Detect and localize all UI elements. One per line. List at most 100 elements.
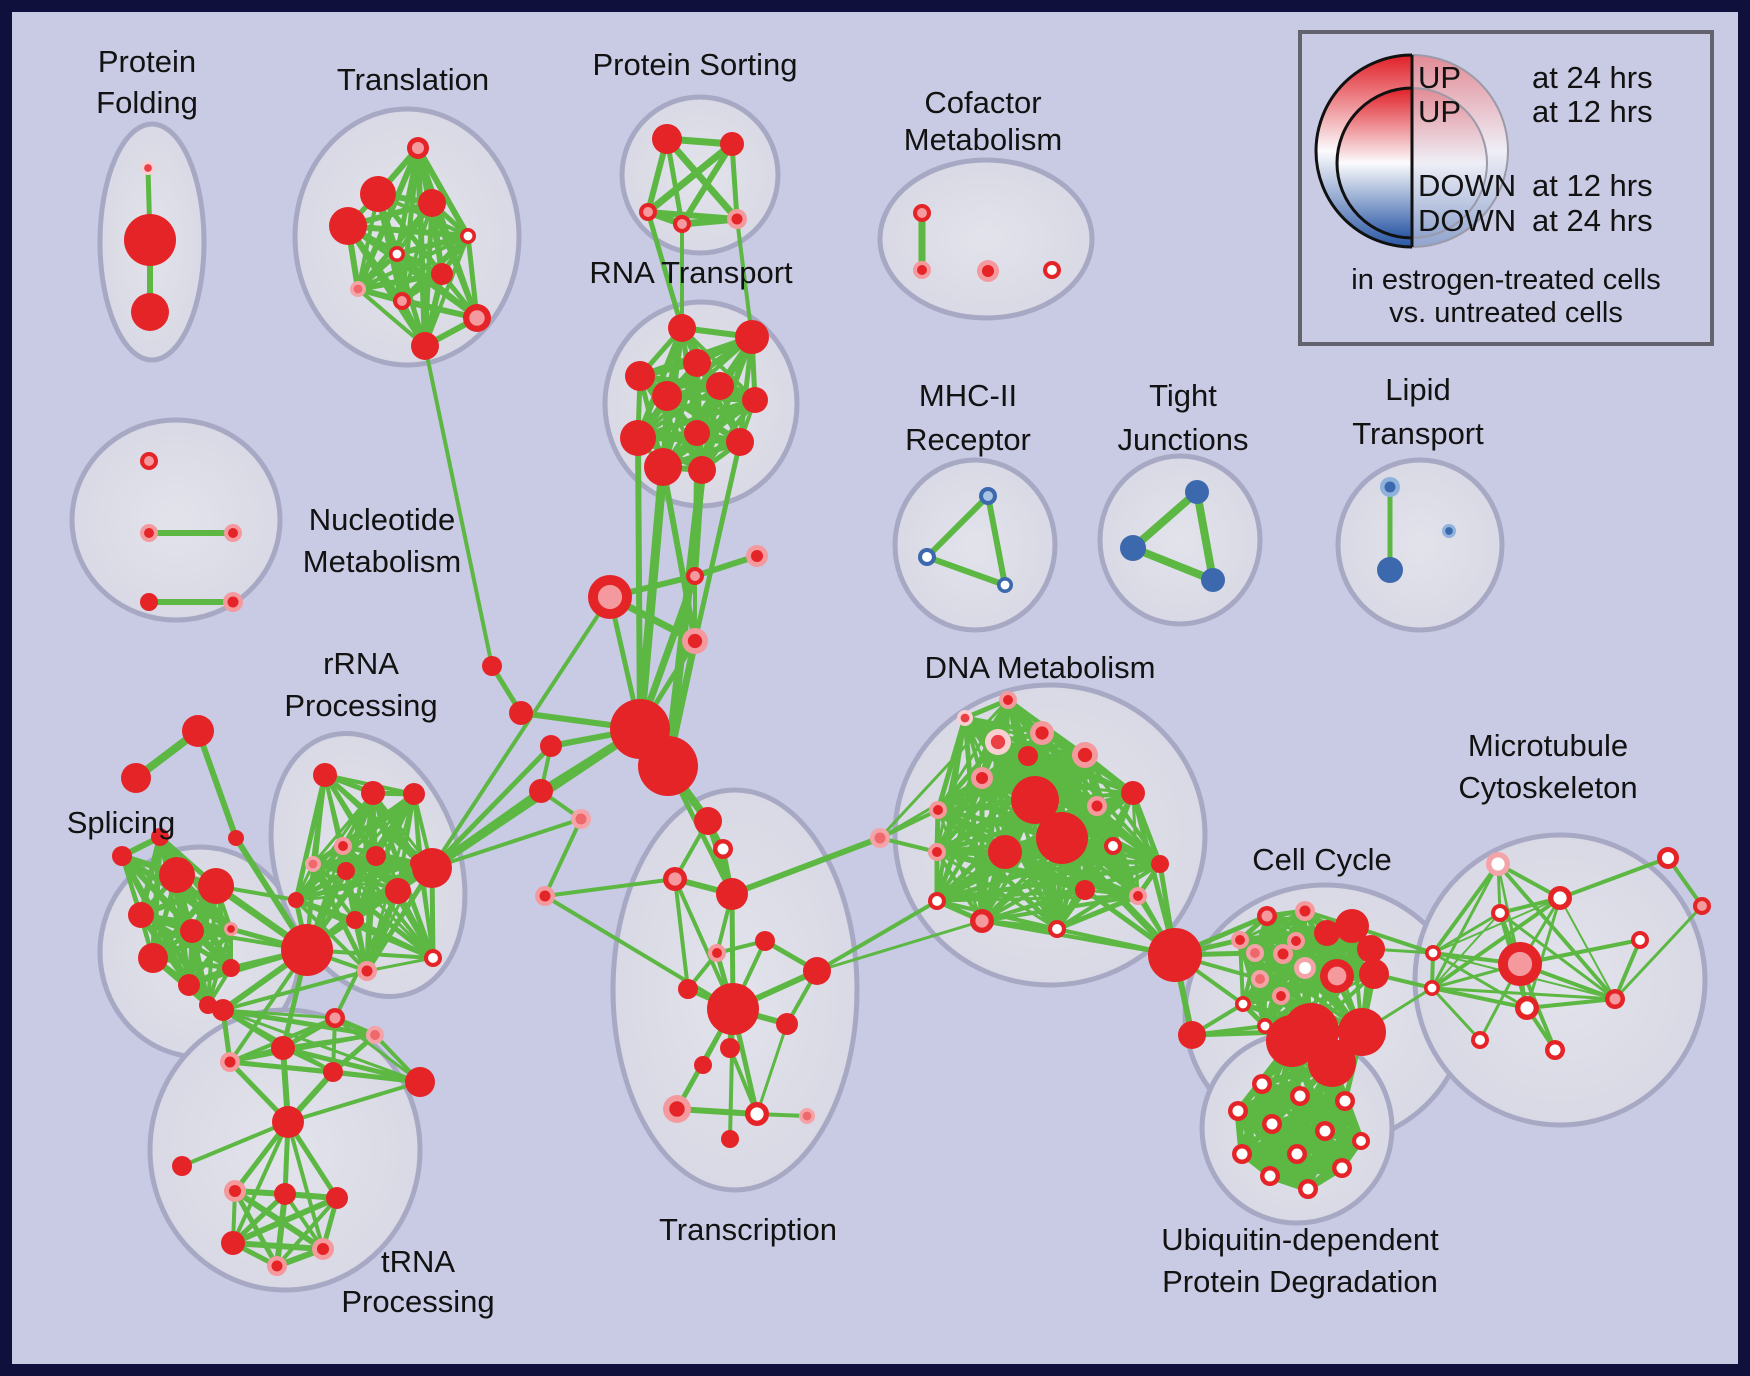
network-node-ps-0-outer: [652, 124, 682, 154]
network-node-mc-1-inner: [1553, 891, 1567, 905]
network-node-ub-0-outer: [1266, 1015, 1318, 1067]
network-node-rt-8-outer: [684, 420, 710, 446]
network-node-hb-4-inner: [750, 549, 764, 563]
legend-row-time-1: at 12 hrs: [1532, 94, 1653, 129]
network-node-hb-11-inner: [539, 890, 551, 902]
network-node-mc-0-inner: [1491, 857, 1505, 871]
network-node-pf-0-inner: [144, 164, 152, 172]
network-node-ub-8-inner: [1356, 1136, 1366, 1146]
network-node-cf-3-inner: [1047, 265, 1057, 275]
legend-box: [1298, 30, 1714, 346]
cluster-label-tj: Tight: [1149, 378, 1217, 413]
network-edge-dm: [935, 754, 1030, 903]
network-edge-tn: [274, 1191, 288, 1269]
network-node-tj-1-outer: [1120, 535, 1146, 561]
network-node-cc-9-inner: [1298, 961, 1312, 975]
network-node-nu-2-inner: [228, 528, 238, 538]
network-edge: [286, 1080, 422, 1124]
cluster-label-mc: Cytoskeleton: [1458, 770, 1637, 805]
network-edge: [985, 493, 1008, 588]
network-edge: [429, 743, 554, 871]
network-edge-rl: [280, 1045, 423, 1085]
network-node-ub-12-inner: [1264, 1170, 1276, 1182]
network-edge-dm: [1055, 862, 1162, 931]
network-node-sp-8-outer: [112, 846, 132, 866]
network-edge-ub: [1234, 1097, 1349, 1115]
network-edge-cc: [1238, 909, 1307, 942]
network-node-hb-14-outer: [228, 830, 244, 846]
network-node-cc-11-inner: [1255, 974, 1265, 984]
network-edge-ps: [679, 141, 735, 227]
network-edge-dm: [1083, 862, 1162, 892]
network-node-cf-2-inner: [981, 264, 995, 278]
network-node-dm-4-inner: [933, 805, 943, 815]
network-node-ts-16-inner: [874, 832, 886, 844]
network-edge-mc: [1430, 896, 1562, 990]
network-edge-tr: [345, 223, 471, 239]
legend-row-label-3: DOWN: [1418, 203, 1516, 238]
network-edge-rr: [364, 865, 435, 974]
network-node-nu-3-outer: [140, 593, 158, 611]
cluster-label-rr: Processing: [284, 688, 437, 723]
network-node-cc-17-outer: [1359, 959, 1389, 989]
network-node-cc-0-outer: [1148, 928, 1202, 982]
network-edge-sp: [157, 834, 234, 932]
network-node-ts-10-outer: [720, 1038, 740, 1058]
network-edge-dm: [935, 716, 967, 903]
network-edge: [1129, 544, 1217, 584]
network-edge-tr: [394, 233, 471, 257]
network-edge-ps: [663, 135, 741, 223]
network-node-dm-15-inner: [1133, 891, 1143, 901]
network-node-mc-6-inner: [1520, 1001, 1534, 1015]
cluster-label-tn: tRNA: [381, 1244, 455, 1279]
cluster-label-ps: Protein Sorting: [592, 47, 797, 82]
network-edge-ub: [1266, 1164, 1346, 1180]
network-node-rr-5-outer: [337, 862, 355, 880]
network-node-tn-4-outer: [326, 1187, 348, 1209]
network-node-ps-1-outer: [720, 132, 744, 156]
network-edge: [692, 430, 700, 579]
network-node-nu-1-inner: [144, 528, 154, 538]
network-node-mc-2-inner: [1495, 908, 1505, 918]
network-node-tr-4-inner: [463, 231, 473, 241]
network-edge-tr: [429, 200, 480, 321]
cluster-label-cc: Cell Cycle: [1252, 842, 1392, 877]
network-node-dm-2-inner: [1077, 747, 1093, 763]
legend-footer-line-0: in estrogen-treated cells: [1351, 264, 1661, 296]
network-edge: [635, 462, 668, 734]
network-node-hb-2-inner: [597, 584, 623, 610]
network-edge-mc: [1432, 897, 1561, 954]
network-node-tr-8-inner: [397, 296, 407, 306]
cluster-label-nu: Metabolism: [303, 544, 462, 579]
network-node-lp-0-inner: [1384, 481, 1396, 493]
network-node-ts-14-outer: [721, 1130, 739, 1148]
network-edge: [180, 1120, 290, 1168]
network-edge: [195, 728, 239, 841]
network-node-ts-12-inner: [750, 1107, 764, 1121]
network-node-mc-12-inner: [1475, 1035, 1485, 1045]
network-node-rl-5-outer: [323, 1062, 343, 1082]
network-edge: [543, 894, 735, 1011]
network-node-sp-3-outer: [180, 919, 204, 943]
network-node-rl-4-inner: [370, 1030, 380, 1040]
network-node-tn-3-outer: [274, 1183, 296, 1205]
network-edge: [735, 217, 754, 339]
network-node-rl-2-outer: [271, 1036, 295, 1060]
network-node-ts-3-outer: [716, 878, 748, 910]
legend-row-time-3: at 24 hrs: [1532, 203, 1653, 238]
network-node-dm-10-inner: [1091, 800, 1103, 812]
network-node-tr-5-inner: [392, 249, 402, 259]
network-node-tn-6-inner: [316, 1242, 330, 1256]
network-node-ts-7-outer: [803, 957, 831, 985]
network-node-hb-10-outer: [509, 701, 533, 725]
network-edge-rr: [293, 897, 436, 961]
cluster-label-sp: Splicing: [67, 805, 176, 840]
network-edge-mc: [1431, 951, 1529, 1010]
network-node-dm-9-outer: [1121, 781, 1145, 805]
network-node-tn-5-outer: [221, 1231, 245, 1255]
network-node-tj-0-outer: [1185, 480, 1209, 504]
network-node-rr-12-outer: [346, 911, 364, 929]
network-node-rr-4-inner: [308, 859, 318, 869]
network-node-ps-3-inner: [677, 219, 687, 229]
